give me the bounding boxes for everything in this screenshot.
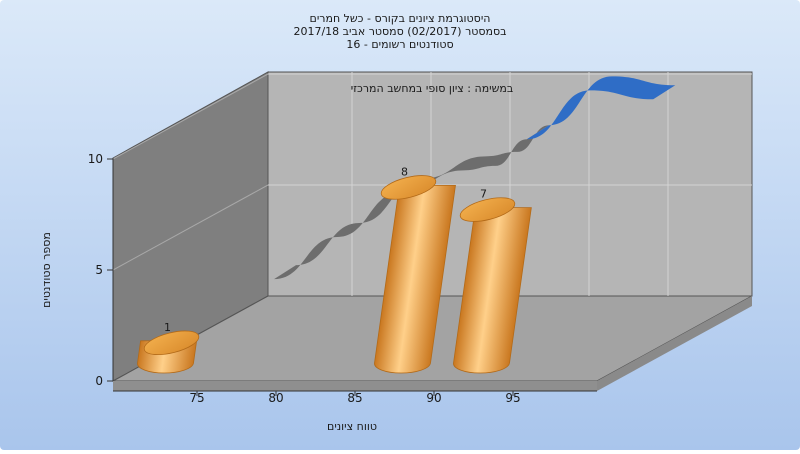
x-axis-label: טווח ציונים [327, 420, 377, 433]
bar-body-95 [453, 207, 532, 374]
bar-top-75 [143, 330, 200, 356]
y-axis-label: מספר סטודנטים [40, 232, 53, 308]
bar-top-90 [380, 175, 437, 200]
x-tick-label-95: 95 [505, 391, 520, 405]
chart-subtitle: במשימה : ציון סופי במחשב המרכזי [351, 82, 514, 95]
chart-title: היסטוגרמת ציונים בקורס - כשל חמרים בסמסט… [293, 12, 506, 51]
floor-edge-right [597, 296, 752, 391]
x-tick-label-75: 75 [189, 391, 204, 405]
x-tick-label-80: 80 [268, 391, 283, 405]
y-tick-label-5: 5 [95, 263, 103, 277]
curve-shadow-segment [274, 125, 549, 280]
title-line-1: היסטוגרמת ציונים בקורס - כשל חמרים [310, 12, 491, 25]
grid-line-left-5 [112, 184, 269, 271]
bar-label-75: 1 [164, 321, 171, 334]
bar-label-95: 7 [480, 188, 487, 201]
y-tick-label-0: 0 [95, 374, 103, 388]
x-tick-label-90: 90 [426, 391, 441, 405]
bar-body-90 [374, 185, 456, 374]
distribution-curve [274, 76, 676, 280]
x-tick-label-85: 85 [347, 391, 362, 405]
bar-75: 1 [137, 321, 200, 374]
title-line-3: סטודנטים רשומים - 16 [346, 38, 453, 51]
floor-edge-front [113, 381, 597, 391]
bar-label-90: 8 [401, 165, 408, 178]
curve-highlight-segment [526, 76, 676, 140]
title-line-2: בסמסטר (02/2017) סמסטר אביב 2017/18 [293, 25, 506, 38]
y-axis: 0 5 10 [88, 152, 114, 388]
bar-95: 7 [453, 188, 532, 374]
bar-90: 8 [374, 165, 456, 374]
grid-line-left-10 [112, 73, 269, 160]
x-axis: 75 80 85 90 95 [113, 390, 597, 405]
bar-top-95 [459, 197, 516, 222]
bars: 1 8 7 [137, 165, 532, 374]
y-tick-label-10: 10 [88, 152, 103, 166]
